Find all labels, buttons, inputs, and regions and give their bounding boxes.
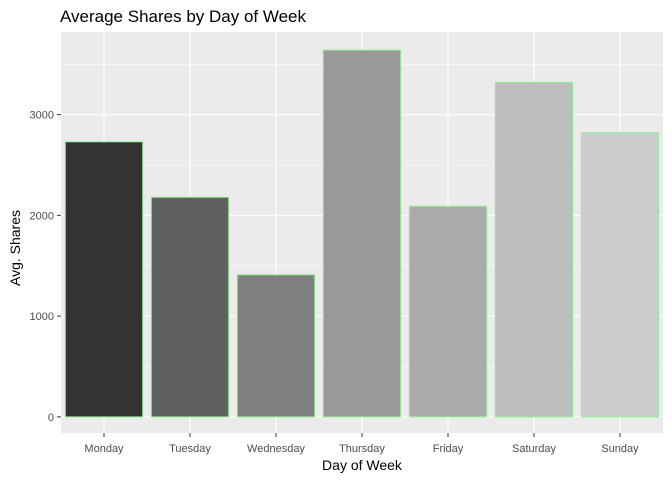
bar-monday xyxy=(64,141,144,418)
y-tick-label: 3000 xyxy=(30,110,54,122)
bar-saturday xyxy=(494,81,574,418)
bars xyxy=(64,49,660,418)
y-axis: 0 1000 2000 3000 xyxy=(30,110,61,424)
x-tick-label: Thursday xyxy=(339,443,385,455)
x-axis: Monday Tuesday Wednesday Thursday Friday Satu… xyxy=(84,433,639,455)
chart-title: Average Shares by Day of Week xyxy=(60,7,307,26)
y-tick-label: 2000 xyxy=(30,210,54,222)
x-tick-label: Wednesday xyxy=(247,443,305,455)
bar-thursday xyxy=(322,49,402,418)
bar-tuesday xyxy=(150,196,230,418)
x-tick-label: Sunday xyxy=(601,443,639,455)
x-tick-label: Saturday xyxy=(512,443,557,455)
y-tick-label: 1000 xyxy=(30,311,54,323)
x-tick-label: Monday xyxy=(84,443,124,455)
x-tick-label: Friday xyxy=(433,443,464,455)
x-axis-title: Day of Week xyxy=(322,457,403,473)
x-tick-label: Tuesday xyxy=(169,443,211,455)
bar-wednesday xyxy=(236,274,316,418)
bar-friday xyxy=(408,205,488,418)
y-axis-title: Avg. Shares xyxy=(7,210,23,286)
y-tick-label: 0 xyxy=(48,412,54,424)
bar-sunday xyxy=(580,132,660,418)
